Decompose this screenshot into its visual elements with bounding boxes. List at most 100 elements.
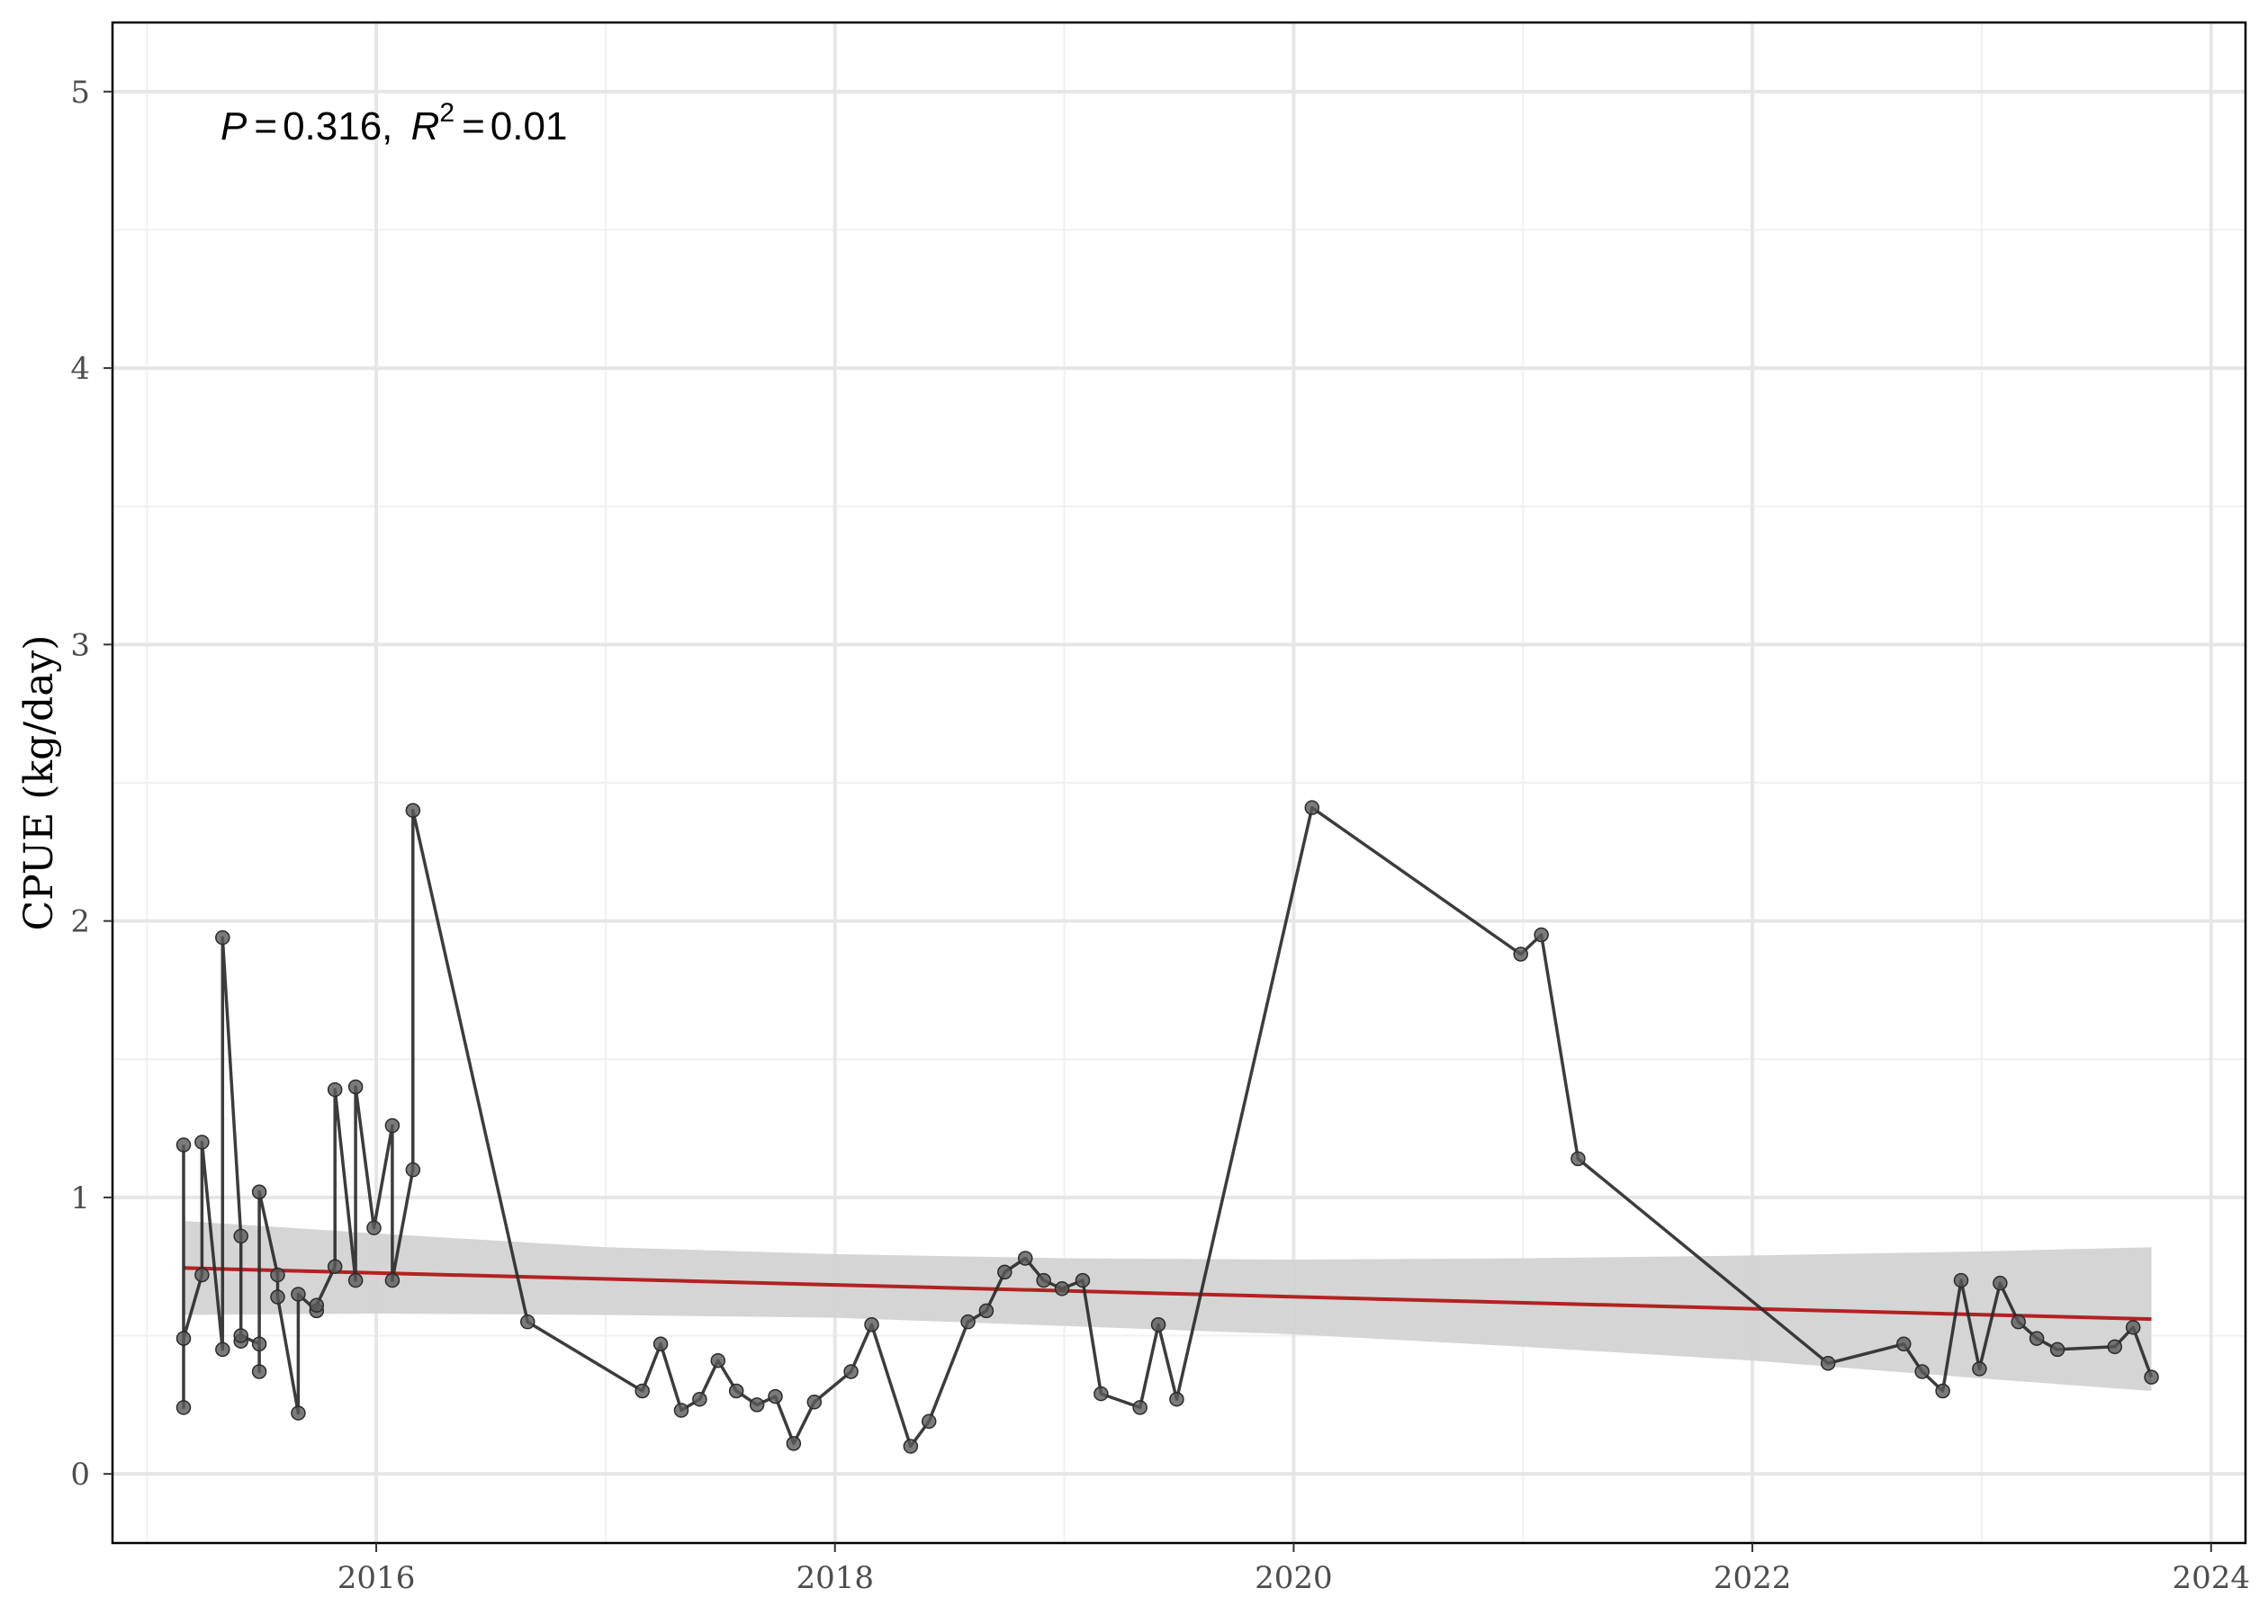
- separator-comma: ,: [382, 104, 403, 148]
- data-point: [843, 1364, 859, 1379]
- data-point: [270, 1267, 285, 1283]
- data-point: [1896, 1336, 1912, 1352]
- y-tick-label: 0: [70, 1457, 90, 1493]
- data-point: [1534, 927, 1549, 943]
- confidence-band-area: [184, 1221, 2152, 1391]
- data-point: [194, 1267, 210, 1283]
- data-point: [347, 1272, 364, 1288]
- data-point: [384, 1117, 400, 1134]
- data-point: [1953, 1272, 1969, 1288]
- data-point: [2049, 1341, 2066, 1358]
- data-point: [233, 1228, 248, 1244]
- data-point: [1513, 947, 1528, 962]
- x-tick-label: 2016: [338, 1560, 416, 1596]
- data-point: [806, 1395, 823, 1410]
- data-point: [233, 1328, 248, 1343]
- data-point: [960, 1314, 976, 1330]
- r2-symbol: R: [411, 104, 440, 148]
- data-point: [1094, 1386, 1109, 1402]
- data-point: [978, 1303, 994, 1319]
- x-tick-label: 2020: [1255, 1560, 1333, 1596]
- data-point: [2029, 1331, 2045, 1346]
- y-tick-label: 5: [70, 75, 90, 111]
- x-tick-label: 2022: [1714, 1560, 1792, 1596]
- data-point: [327, 1081, 343, 1098]
- data-point: [1054, 1281, 1070, 1297]
- plot-border: [111, 21, 2247, 1545]
- data-point: [1914, 1364, 1930, 1379]
- data-point: [768, 1388, 783, 1404]
- data-point: [2125, 1320, 2141, 1335]
- r2-equals: =: [462, 104, 485, 148]
- data-point: [1018, 1251, 1033, 1266]
- data-point: [692, 1391, 707, 1407]
- data-point: [1570, 1151, 1586, 1167]
- p-equals: =: [254, 104, 277, 148]
- data-point: [215, 1341, 230, 1358]
- y-tick-label: 3: [70, 627, 90, 663]
- data-point: [786, 1436, 802, 1451]
- r2-value: 0.01: [490, 104, 568, 148]
- regression-stats-annotation: P = 0.316, R2 = 0.01: [220, 98, 567, 148]
- data-point: [673, 1403, 689, 1418]
- data-point: [309, 1297, 325, 1313]
- regression-fit-line: [183, 1266, 2152, 1322]
- data-point: [710, 1352, 726, 1368]
- data-point: [291, 1287, 306, 1302]
- data-point: [921, 1413, 937, 1430]
- data-point: [1993, 1275, 2008, 1291]
- p-value: 0.316: [283, 104, 382, 148]
- data-point: [291, 1405, 306, 1421]
- data-point: [1972, 1361, 1987, 1377]
- data-point: [520, 1314, 536, 1330]
- data-point: [251, 1184, 267, 1200]
- regression-line: [183, 1266, 2152, 1322]
- y-tick-label: 2: [70, 904, 90, 940]
- data-point: [194, 1135, 210, 1150]
- data-point: [176, 1137, 192, 1153]
- data-point: [251, 1336, 267, 1352]
- data-point: [1150, 1317, 1166, 1332]
- data-point: [347, 1079, 364, 1095]
- data-point: [176, 1331, 192, 1346]
- data-point: [997, 1264, 1012, 1280]
- data-point: [864, 1317, 879, 1332]
- data-point: [327, 1259, 343, 1274]
- data-point: [215, 929, 230, 946]
- data-point: [1075, 1272, 1091, 1288]
- data-point: [366, 1220, 382, 1235]
- data-point: [405, 1162, 421, 1178]
- data-point: [749, 1397, 765, 1413]
- confidence-band: [184, 1221, 2152, 1391]
- data-point: [384, 1272, 400, 1288]
- x-tick-label: 2024: [2173, 1560, 2251, 1596]
- y-tick-label: 1: [70, 1180, 90, 1216]
- data-point: [251, 1364, 267, 1379]
- data-point: [1935, 1383, 1950, 1399]
- data-point: [1132, 1400, 1148, 1415]
- y-tick-label: 4: [70, 351, 90, 387]
- p-symbol: P: [220, 104, 248, 148]
- data-point: [176, 1400, 192, 1415]
- data-point: [652, 1336, 669, 1352]
- data-point: [2107, 1339, 2122, 1355]
- data-point: [1169, 1391, 1184, 1407]
- data-point: [1304, 800, 1320, 815]
- data-point: [1036, 1272, 1051, 1288]
- x-axis-ticks: 2016 2018 2020 2022 2024: [338, 1543, 2250, 1596]
- y-axis-ticks: 0 1 2 3 4 5: [70, 75, 112, 1493]
- y-axis-title: CPUE (kg/day): [16, 635, 62, 931]
- data-point: [270, 1289, 285, 1305]
- data-point: [634, 1383, 650, 1399]
- data-point: [2011, 1314, 2026, 1330]
- data-point: [903, 1439, 919, 1454]
- data-point: [728, 1383, 744, 1399]
- data-point: [2144, 1369, 2159, 1385]
- data-point: [405, 803, 421, 818]
- r2-superscript: 2: [439, 98, 454, 128]
- data-point: [1820, 1356, 1836, 1371]
- data-points: [176, 800, 2159, 1454]
- x-tick-label: 2018: [796, 1560, 874, 1596]
